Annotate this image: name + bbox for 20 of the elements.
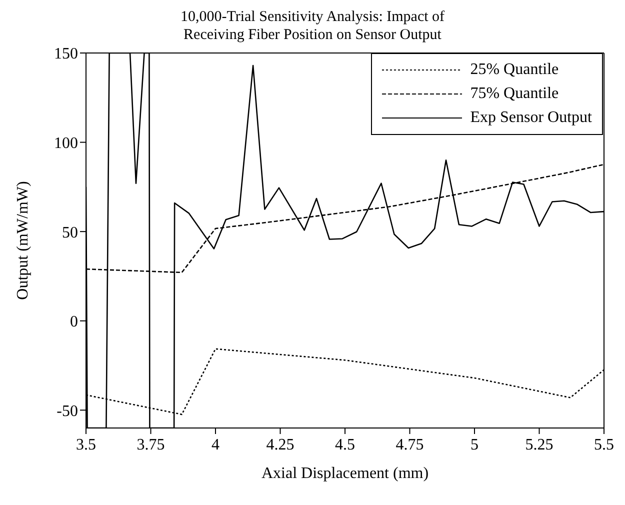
legend-label: Exp Sensor Output [470, 109, 592, 127]
y-axis-title: Output (mW/mW) [14, 181, 32, 300]
x-tick-label: 5 [470, 436, 478, 454]
x-tick-label: 4 [212, 436, 220, 454]
y-tick-label: -50 [56, 402, 78, 420]
x-tick-label: 5.5 [594, 436, 614, 454]
y-tick-label: 0 [70, 314, 78, 331]
chart-title: 10,000-Trial Sensitivity Analysis: Impact of Receiving Fiber Position on Sensor Output [179, 8, 446, 44]
y-tick-label: 150 [54, 46, 78, 63]
legend-label: 25% Quantile [470, 61, 559, 79]
x-tick-label: 3.75 [136, 436, 165, 454]
x-tick-label: 3.5 [76, 436, 96, 454]
x-tick-label: 5.25 [525, 436, 554, 454]
x-axis-title: Axial Displacement (mm) [261, 465, 429, 482]
legend-label: 75% Quantile [470, 85, 559, 103]
x-tick-label: 4.25 [266, 436, 294, 454]
x-tick-label: 4.5 [335, 436, 355, 454]
y-tick-label: 50 [62, 224, 78, 242]
x-tick-label: 4.75 [396, 436, 424, 454]
y-tick-label: 100 [54, 134, 78, 152]
